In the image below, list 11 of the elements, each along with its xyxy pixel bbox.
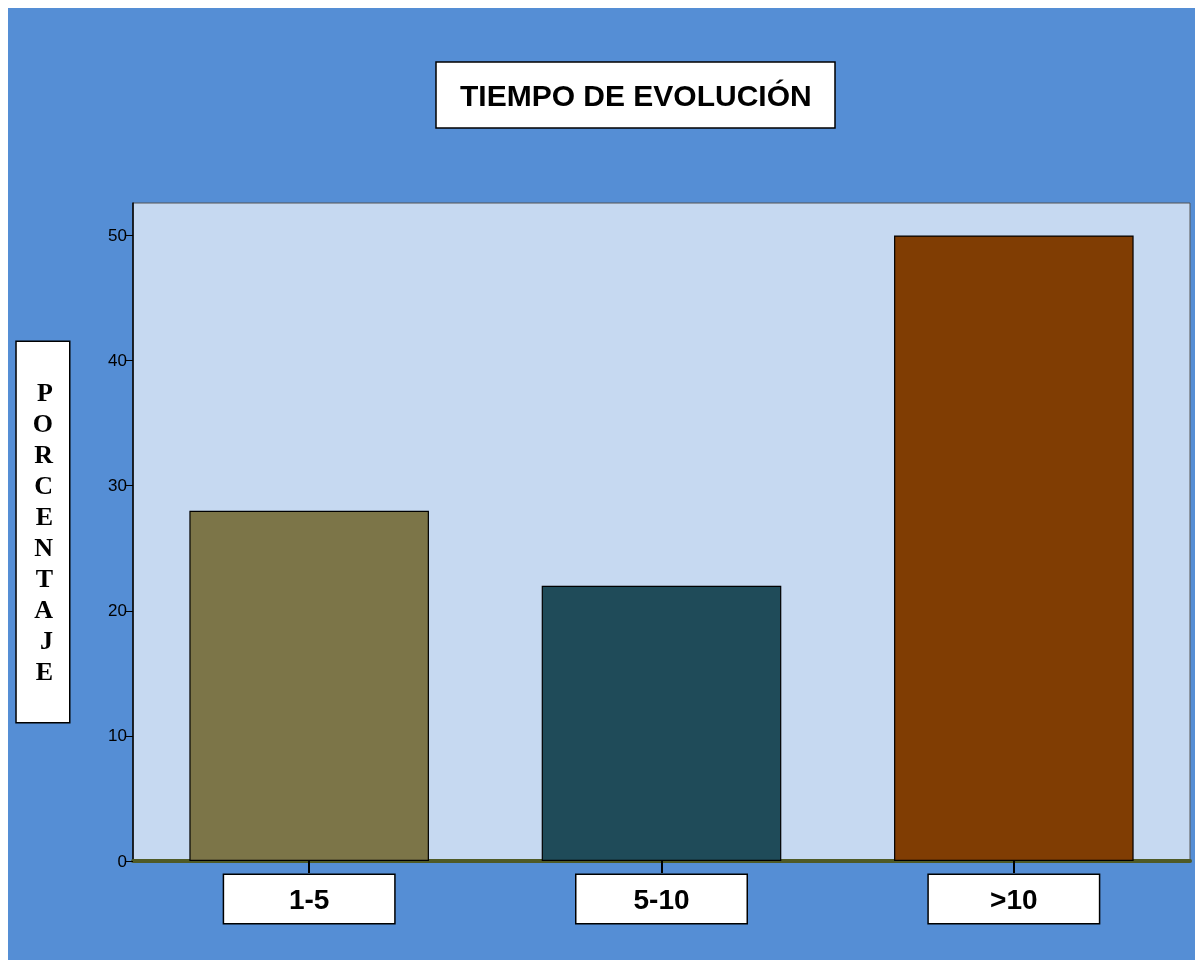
y-tick-label: 40 (108, 351, 127, 371)
y-tick-label: 0 (117, 851, 127, 871)
x-tick-label: 5-10 (633, 883, 690, 915)
y-tick-label: 30 (108, 476, 127, 496)
text: PORCENTAJE (32, 378, 53, 686)
y-tick-label: 20 (108, 601, 127, 621)
y-tick-label: 10 (108, 726, 127, 746)
y-tick-label: 50 (108, 226, 127, 246)
x-tick-label: >10 (990, 883, 1038, 915)
chart-title: TIEMPO DE EVOLUCIÓN (460, 78, 812, 112)
x-tick-label: 1-5 (288, 883, 330, 915)
